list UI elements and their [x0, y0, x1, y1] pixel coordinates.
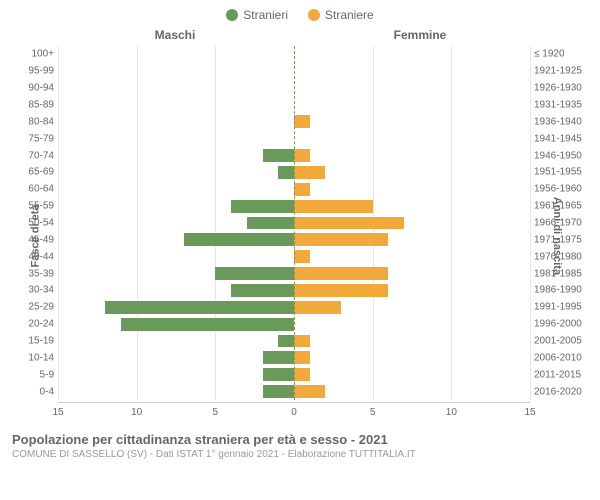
age-label: 90-94: [14, 83, 54, 94]
x-axis: 15105051015: [58, 402, 530, 426]
age-label: 45-49: [14, 234, 54, 245]
age-label: 70-74: [14, 150, 54, 161]
bar-male: [247, 217, 294, 230]
bar-male: [184, 233, 294, 246]
bar-male: [278, 166, 294, 179]
bar-female: [294, 368, 310, 381]
age-label: 5-9: [14, 369, 54, 380]
bar-female: [294, 385, 325, 398]
age-label: 50-54: [14, 217, 54, 228]
bar-female: [294, 149, 310, 162]
bar-male: [263, 368, 294, 381]
birth-year-label: 1951-1955: [534, 167, 590, 178]
bar-female: [294, 217, 404, 230]
legend-male-label: Stranieri: [243, 8, 288, 22]
col-header-male: Maschi: [0, 28, 300, 42]
x-tick: 0: [291, 407, 297, 418]
age-label: 10-14: [14, 352, 54, 363]
column-headers: Maschi Femmine: [0, 26, 600, 46]
age-label: 100+: [14, 49, 54, 60]
center-line: [294, 46, 295, 400]
age-label: 30-34: [14, 285, 54, 296]
birth-year-label: 1956-1960: [534, 184, 590, 195]
col-header-female: Femmine: [300, 28, 600, 42]
age-label: 15-19: [14, 335, 54, 346]
age-label: 65-69: [14, 167, 54, 178]
age-label: 85-89: [14, 99, 54, 110]
x-tick: 10: [446, 407, 457, 418]
bar-male: [278, 335, 294, 348]
birth-year-label: 1996-2000: [534, 319, 590, 330]
x-tick: 10: [131, 407, 142, 418]
birth-year-label: 2001-2005: [534, 335, 590, 346]
bar-female: [294, 233, 388, 246]
bar-male: [263, 149, 294, 162]
age-label: 0-4: [14, 386, 54, 397]
birth-year-label: 1941-1945: [534, 133, 590, 144]
legend-female: Straniere: [308, 8, 374, 22]
birth-year-label: 1926-1930: [534, 83, 590, 94]
age-label: 20-24: [14, 319, 54, 330]
bar-female: [294, 166, 325, 179]
birth-year-label: 1921-1925: [534, 66, 590, 77]
birth-year-label: 2011-2015: [534, 369, 590, 380]
birth-year-label: 1961-1965: [534, 201, 590, 212]
bar-male: [263, 351, 294, 364]
bar-male: [231, 200, 294, 213]
chart-area: Fasce di età Anni di nascita 100+≤ 19209…: [8, 46, 592, 426]
birth-year-label: 1931-1935: [534, 99, 590, 110]
grid-line: [530, 46, 531, 400]
plot: 100+≤ 192095-991921-192590-941926-193085…: [58, 46, 530, 400]
chart-legend: Stranieri Straniere: [0, 0, 600, 26]
legend-female-swatch: [308, 9, 320, 21]
birth-year-label: 1976-1980: [534, 251, 590, 262]
bar-male: [121, 318, 294, 331]
birth-year-label: ≤ 1920: [534, 49, 590, 60]
bar-male: [215, 267, 294, 280]
age-label: 75-79: [14, 133, 54, 144]
age-label: 95-99: [14, 66, 54, 77]
bar-female: [294, 351, 310, 364]
bar-female: [294, 183, 310, 196]
age-label: 80-84: [14, 116, 54, 127]
age-label: 35-39: [14, 268, 54, 279]
x-tick: 15: [524, 407, 535, 418]
birth-year-label: 1986-1990: [534, 285, 590, 296]
bar-female: [294, 200, 373, 213]
age-label: 55-59: [14, 201, 54, 212]
age-label: 40-44: [14, 251, 54, 262]
age-label: 60-64: [14, 184, 54, 195]
birth-year-label: 2006-2010: [534, 352, 590, 363]
bar-female: [294, 115, 310, 128]
chart-footer: Popolazione per cittadinanza straniera p…: [0, 426, 600, 460]
birth-year-label: 1966-1970: [534, 217, 590, 228]
x-tick: 15: [52, 407, 63, 418]
footer-subtitle: COMUNE DI SASSELLO (SV) - Dati ISTAT 1° …: [12, 449, 588, 460]
legend-female-label: Straniere: [325, 8, 374, 22]
bar-male: [263, 385, 294, 398]
birth-year-label: 1981-1985: [534, 268, 590, 279]
legend-male-swatch: [226, 9, 238, 21]
bar-male: [105, 301, 294, 314]
birth-year-label: 1971-1975: [534, 234, 590, 245]
bar-female: [294, 335, 310, 348]
bar-female: [294, 301, 341, 314]
x-tick: 5: [213, 407, 219, 418]
footer-title: Popolazione per cittadinanza straniera p…: [12, 432, 588, 447]
bar-female: [294, 250, 310, 263]
bar-male: [231, 284, 294, 297]
birth-year-label: 2016-2020: [534, 386, 590, 397]
birth-year-label: 1946-1950: [534, 150, 590, 161]
x-tick: 5: [370, 407, 376, 418]
birth-year-label: 1936-1940: [534, 116, 590, 127]
bar-female: [294, 284, 388, 297]
age-label: 25-29: [14, 302, 54, 313]
bar-female: [294, 267, 388, 280]
legend-male: Stranieri: [226, 8, 288, 22]
birth-year-label: 1991-1995: [534, 302, 590, 313]
